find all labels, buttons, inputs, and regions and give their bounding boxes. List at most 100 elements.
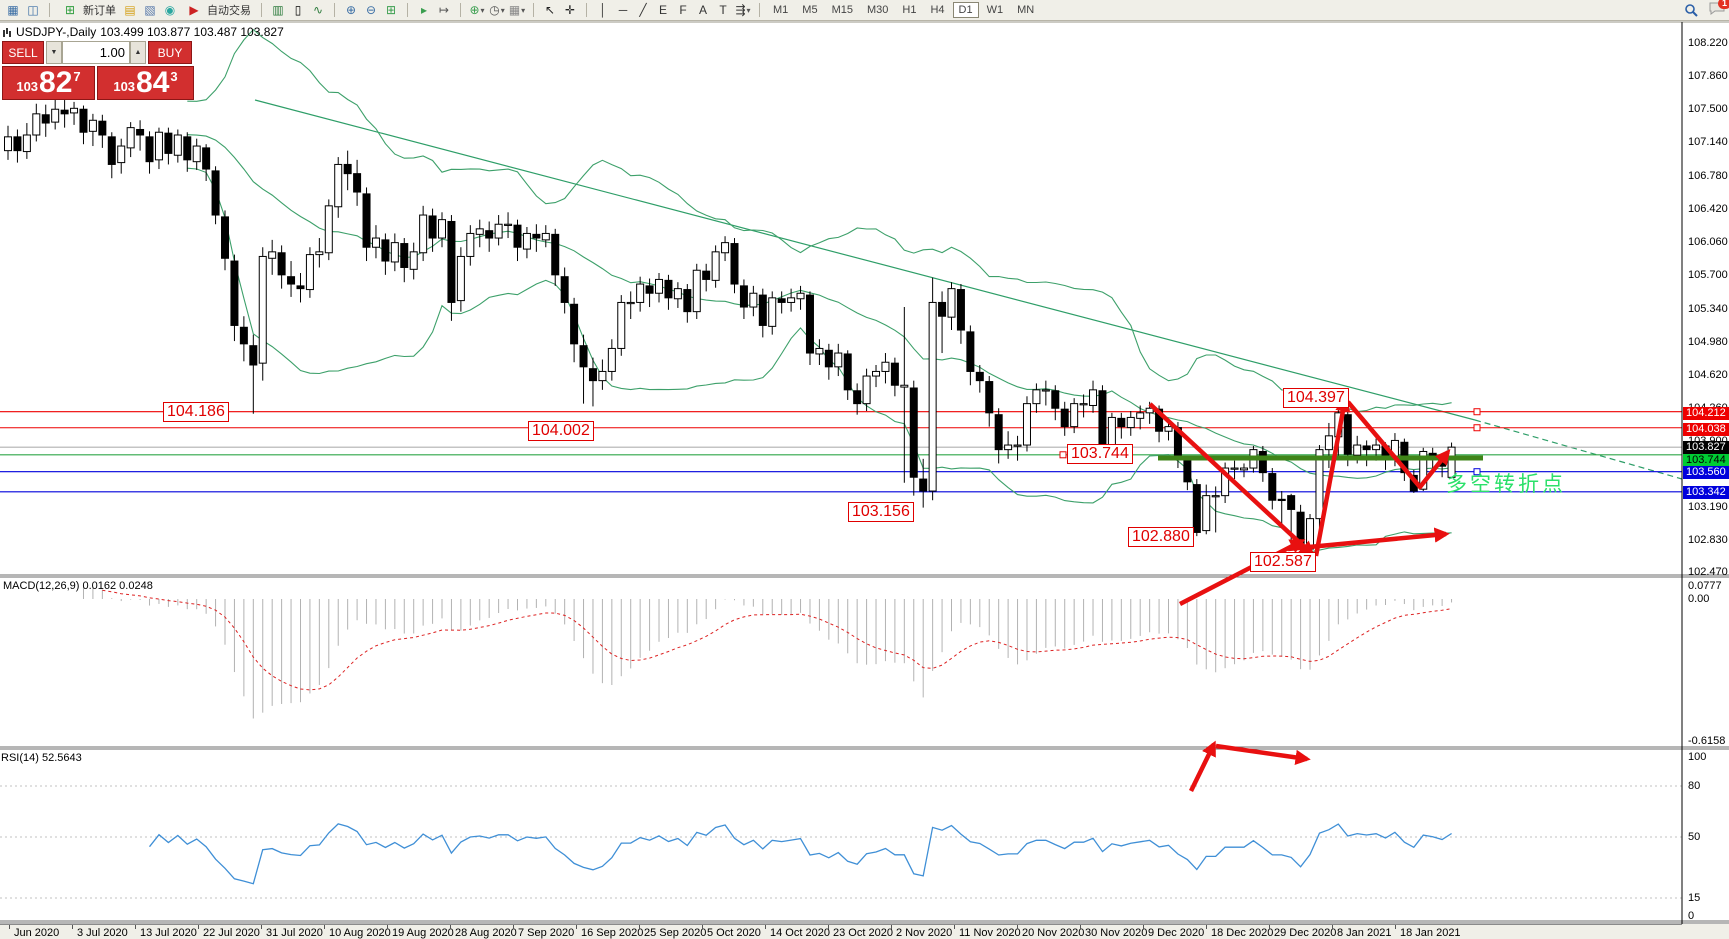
channel-icon[interactable]: E	[658, 3, 667, 17]
market-watch-icon[interactable]: ▤	[124, 3, 136, 17]
date-tick-mark	[828, 925, 829, 929]
new-order-button[interactable]: ⊞ 新订单	[56, 1, 120, 19]
price-badge: 104.212	[1683, 407, 1729, 420]
tf-button-w1[interactable]: W1	[986, 4, 1004, 16]
axis-tick: 0	[1688, 910, 1695, 922]
price-badge: 103.827	[1683, 441, 1729, 454]
price-level-label[interactable]: 104.186	[163, 402, 229, 422]
buy-button[interactable]: BUY	[148, 41, 192, 64]
trendline-icon[interactable]: ╱	[639, 3, 647, 17]
date-tick-mark	[9, 925, 10, 929]
tf-button-m5[interactable]: M5	[802, 4, 818, 16]
autotrade-button[interactable]: ▶ 自动交易	[180, 1, 255, 19]
date-tick-label: 18 Jan 2021	[1400, 927, 1461, 939]
new-chart-icon[interactable]: ▦	[7, 3, 19, 17]
axis-corner	[1682, 924, 1729, 939]
chart-shift-icon[interactable]: ↦	[438, 3, 450, 17]
trend-arrow-2[interactable]	[1313, 396, 1351, 557]
volume-decrease-button[interactable]: ▼	[46, 41, 62, 64]
date-tick-label: 20 Nov 2020	[1022, 927, 1085, 939]
time-axis: Jun 2020 3 Jul 2020 13 Jul 2020 22 Jul 2020…	[0, 924, 1682, 939]
price-level-label[interactable]: 103.156	[848, 502, 914, 522]
cursor-icon[interactable]: ↖	[544, 3, 556, 17]
axis-tick: 0.00	[1688, 593, 1710, 605]
tf-button-d1[interactable]: D1	[952, 2, 979, 18]
axis-tick: 102.470	[1688, 566, 1728, 578]
fibonacci-icon[interactable]: F	[679, 3, 687, 17]
trend-arrow-3[interactable]	[1346, 400, 1451, 490]
data-window-icon[interactable]: ▧	[144, 3, 156, 17]
profiles-icon[interactable]: ◫	[27, 3, 39, 17]
arrows-tool-icon[interactable]: ⇶ ▾	[735, 3, 751, 17]
date-tick-label: 10 Aug 2020	[329, 927, 391, 939]
volume-increase-button[interactable]: ▲	[130, 41, 146, 64]
tf-button-m15[interactable]: M15	[831, 4, 853, 16]
price-badge: 103.560	[1683, 466, 1729, 479]
horizontal-line-icon[interactable]: ─	[618, 3, 628, 17]
axis-tick: 0.0777	[1688, 580, 1722, 592]
search-icon[interactable]	[1681, 0, 1701, 20]
line-chart-icon[interactable]: ∿	[312, 3, 324, 17]
zoom-out-icon[interactable]: ⊖	[365, 3, 377, 17]
new-order-label: 新订单	[83, 5, 116, 17]
volume-input[interactable]: 1.00	[62, 41, 130, 64]
toolbar-separator	[407, 3, 408, 17]
date-tick-mark	[765, 925, 766, 929]
line-handle	[1473, 424, 1481, 432]
notifications-button[interactable]: 1	[1709, 0, 1729, 18]
candlestick-chart-icon[interactable]: ▯	[294, 3, 302, 17]
bar-chart-icon[interactable]: ▥	[272, 3, 284, 17]
axis-tick: 105.700	[1688, 269, 1728, 281]
zoom-in-icon[interactable]: ⊕	[345, 3, 357, 17]
periods-icon[interactable]: ◷ ▾	[489, 3, 505, 17]
vertical-line-icon[interactable]: │	[599, 3, 607, 17]
date-tick-label: 14 Oct 2020	[770, 927, 830, 939]
date-tick-mark	[1206, 925, 1207, 929]
date-tick-mark	[450, 925, 451, 929]
axis-tick: 107.500	[1688, 103, 1728, 115]
price-level-label[interactable]: 103.744	[1067, 444, 1133, 464]
date-tick-mark	[702, 925, 703, 929]
auto-scroll-icon[interactable]: ▸	[420, 3, 428, 17]
signals-icon[interactable]: ◉	[164, 3, 176, 17]
sell-button[interactable]: SELL	[2, 41, 44, 64]
date-tick-label: 3 Jul 2020	[77, 927, 128, 939]
ask-price[interactable]: 103 84 3	[97, 66, 194, 100]
date-tick-label: 22 Jul 2020	[203, 927, 260, 939]
bollinger-middle	[187, 134, 1452, 479]
trend-arrow-6[interactable]	[1188, 740, 1217, 792]
tile-windows-icon[interactable]: ⊞	[385, 3, 397, 17]
price-level-label[interactable]: 104.002	[528, 421, 594, 441]
tf-button-m30[interactable]: M30	[866, 4, 889, 16]
label-tool-icon[interactable]: T	[719, 3, 727, 17]
price-level-label[interactable]: 104.397	[1283, 388, 1349, 408]
text-tool-icon[interactable]: A	[698, 3, 707, 17]
indicators-icon[interactable]: ⊕ ▾	[469, 3, 485, 17]
macd-signal-line	[102, 589, 1452, 691]
trend-arrow-5[interactable]	[1287, 527, 1450, 552]
price-level-label[interactable]: 102.587	[1250, 552, 1316, 572]
trend-arrow-7[interactable]	[1215, 743, 1311, 765]
toolbar-separator	[261, 3, 262, 17]
bollinger-lower	[187, 167, 1452, 553]
toolbar-separator	[759, 3, 760, 17]
templates-icon[interactable]: ▦ ▾	[508, 3, 526, 17]
tf-button-h1[interactable]: H1	[902, 4, 917, 16]
trend-arrow-4[interactable]	[1178, 539, 1306, 606]
crosshair-icon[interactable]: ✛	[564, 3, 576, 17]
bid-price[interactable]: 103 82 7	[2, 66, 95, 100]
axis-tick: 15	[1688, 892, 1701, 904]
axis-tick: -0.6158	[1688, 735, 1726, 747]
tf-button-mn[interactable]: MN	[1017, 4, 1035, 16]
toolbar-standard-group: ▦ ◫	[0, 0, 46, 20]
notification-badge: 1	[1717, 0, 1729, 9]
tf-button-m1[interactable]: M1	[773, 4, 789, 16]
bollinger-upper	[187, 28, 1452, 413]
price-level-label[interactable]: 102.880	[1128, 527, 1194, 547]
date-tick-label: 31 Jul 2020	[266, 927, 323, 939]
candles	[4, 98, 1456, 561]
date-tick-label: 28 Aug 2020	[455, 927, 517, 939]
timeframe-toolbar: M1 M5 M15 M30 H1 H4 D1 W1 MN	[763, 0, 1044, 20]
tf-button-h4[interactable]: H4	[930, 4, 945, 16]
